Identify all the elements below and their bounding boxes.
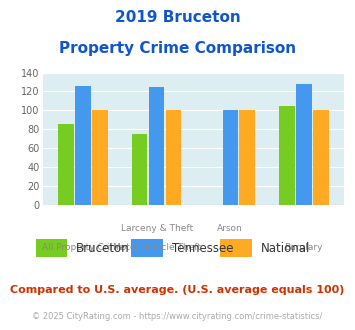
Text: Motor Vehicle Theft: Motor Vehicle Theft	[113, 243, 201, 251]
Text: Arson: Arson	[217, 224, 243, 233]
Bar	[59, 124, 74, 205]
Text: Property Crime Comparison: Property Crime Comparison	[59, 41, 296, 56]
Bar	[313, 110, 328, 205]
Text: Compared to U.S. average. (U.S. average equals 100): Compared to U.S. average. (U.S. average …	[10, 285, 345, 295]
Text: © 2025 CityRating.com - https://www.cityrating.com/crime-statistics/: © 2025 CityRating.com - https://www.city…	[32, 312, 323, 321]
Bar	[279, 106, 295, 205]
Bar	[223, 110, 238, 205]
Text: All Property Crime: All Property Crime	[42, 243, 124, 251]
Bar	[166, 110, 181, 205]
Text: Burglary: Burglary	[285, 243, 323, 251]
Text: 2019 Bruceton: 2019 Bruceton	[115, 10, 240, 25]
Bar	[132, 134, 147, 205]
Text: National: National	[261, 242, 310, 255]
Bar	[296, 84, 312, 205]
Text: Tennessee: Tennessee	[172, 242, 234, 255]
Bar	[92, 110, 108, 205]
Text: Larceny & Theft: Larceny & Theft	[121, 224, 193, 233]
Bar	[149, 87, 164, 205]
Bar	[75, 86, 91, 205]
Text: Bruceton: Bruceton	[76, 242, 130, 255]
Bar	[240, 110, 255, 205]
